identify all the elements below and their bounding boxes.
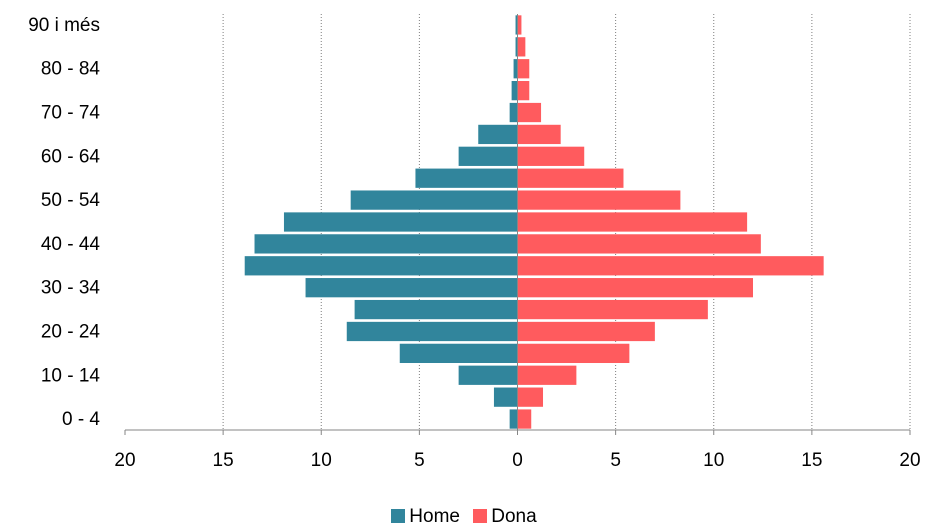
bar-home [458, 365, 518, 385]
legend-label-home: Home [409, 506, 460, 527]
bar-home [346, 321, 518, 342]
x-tick-label: 15 [801, 450, 822, 471]
y-tick-label: 30 - 34 [41, 278, 101, 299]
y-tick-label: 90 i més [28, 15, 100, 36]
y-tick-label: 40 - 44 [41, 234, 101, 255]
bar-home [458, 146, 518, 166]
bar-home [515, 15, 518, 35]
bar-home [509, 409, 518, 429]
bar-home [509, 102, 518, 123]
bar-dona [517, 365, 577, 385]
bar-dona [517, 37, 526, 57]
bar-home [415, 168, 518, 188]
bar-dona [517, 124, 561, 145]
legend: Home Dona [0, 506, 928, 528]
bar-home [283, 212, 518, 232]
y-tick-label: 50 - 54 [41, 190, 101, 211]
y-tick-label: 80 - 84 [41, 59, 101, 80]
x-tick-label: 5 [610, 450, 621, 471]
y-tick-label: 20 - 24 [41, 321, 101, 342]
bar-dona [517, 387, 544, 407]
bar-home [254, 234, 518, 254]
x-tick-label: 10 [311, 450, 332, 471]
x-tick-label: 5 [414, 450, 425, 471]
bar-dona [517, 146, 585, 166]
bar-home [350, 190, 518, 210]
bar-dona [517, 299, 708, 320]
legend-item-home: Home [391, 506, 460, 528]
population-pyramid-chart: 20 15 10 5 0 5 10 15 20 0 - 4 10 - 14 20 - 24 30 - 3… [28, 14, 921, 471]
legend-swatch-dona [473, 509, 488, 523]
bar-home [399, 343, 518, 364]
bar-dona [517, 256, 824, 276]
legend-swatch-home [391, 509, 406, 523]
bar-dona [517, 15, 522, 35]
legend-label-dona: Dona [491, 506, 537, 527]
x-tick-label: 15 [213, 450, 234, 471]
y-tick-label: 0 - 4 [62, 409, 100, 430]
bar-home [515, 37, 518, 57]
bar-dona [517, 278, 753, 298]
x-tick-label: 10 [703, 450, 724, 471]
y-tick-label: 10 - 14 [41, 365, 101, 386]
bar-dona [517, 102, 542, 123]
bar-home [354, 299, 518, 320]
bar-home [513, 59, 518, 79]
y-tick-label: 70 - 74 [41, 103, 101, 124]
x-tick-label: 0 [512, 450, 523, 471]
bar-home [493, 387, 518, 407]
bar-dona [517, 168, 624, 188]
bar-home [244, 256, 518, 276]
bar-dona [517, 80, 530, 101]
x-tick-label: 20 [899, 450, 920, 471]
bar-dona [517, 212, 748, 232]
bar-dona [517, 409, 532, 429]
bar-home [478, 124, 518, 145]
y-tick-label: 60 - 64 [41, 146, 101, 167]
bar-dona [517, 190, 681, 210]
bar-dona [517, 59, 530, 79]
bar-dona [517, 321, 655, 342]
x-tick-label: 20 [114, 450, 135, 471]
legend-item-dona: Dona [473, 506, 537, 528]
bar-dona [517, 343, 630, 364]
bar-dona [517, 234, 761, 254]
bar-home [511, 80, 518, 101]
bar-home [305, 278, 518, 298]
